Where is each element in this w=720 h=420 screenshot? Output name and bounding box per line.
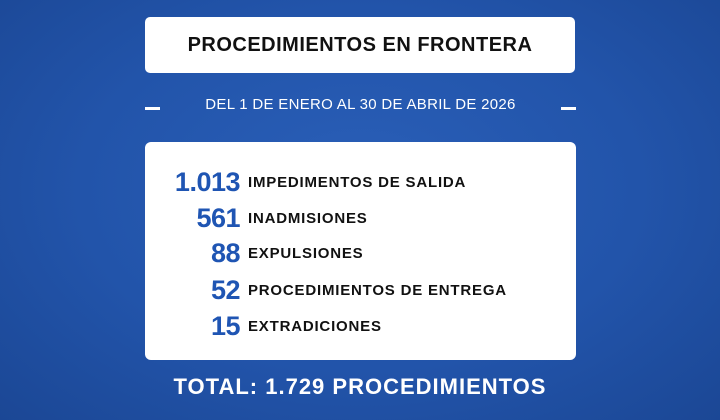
item-label: IMPEDIMENTOS DE SALIDA xyxy=(248,173,467,191)
item-value: 52 xyxy=(210,274,241,305)
title: PROCEDIMIENTOS EN FRONTERA xyxy=(145,17,575,73)
item-value: 88 xyxy=(210,237,241,268)
subtitle: DEL 1 DE ENERO AL 30 DE ABRIL DE 2026 xyxy=(205,95,516,113)
item-row: 561 INADMISIONES xyxy=(145,203,576,233)
item-value: 15 xyxy=(210,310,241,341)
list-box: 1.013 IMPEDIMENTOS DE SALIDA 561 INADMISION… xyxy=(145,142,576,360)
item-row: 52 PROCEDIMIENTOS DE ENTREGA xyxy=(145,275,576,305)
item-label: EXTRADICIONES xyxy=(248,317,382,335)
item-row: 88 EXPULSIONES xyxy=(145,238,576,268)
item-label: INADMISIONES xyxy=(248,209,368,227)
item-label: EXPULSIONES xyxy=(248,244,364,262)
total: TOTAL: 1.729 PROCEDIMIENTOS xyxy=(173,374,547,399)
item-value: 1.013 xyxy=(174,166,241,197)
item-row: 15 EXTRADICIONES xyxy=(145,311,576,341)
item-row: 1.013 IMPEDIMENTOS DE SALIDA xyxy=(145,167,576,197)
dash xyxy=(560,106,576,110)
item-value: 561 xyxy=(196,202,240,233)
dash xyxy=(145,106,160,110)
subtitle-row: DEL 1 DE ENERO AL 30 DE ABRIL DE 2026 xyxy=(145,94,576,114)
item-label: PROCEDIMIENTOS DE ENTREGA xyxy=(248,281,507,299)
